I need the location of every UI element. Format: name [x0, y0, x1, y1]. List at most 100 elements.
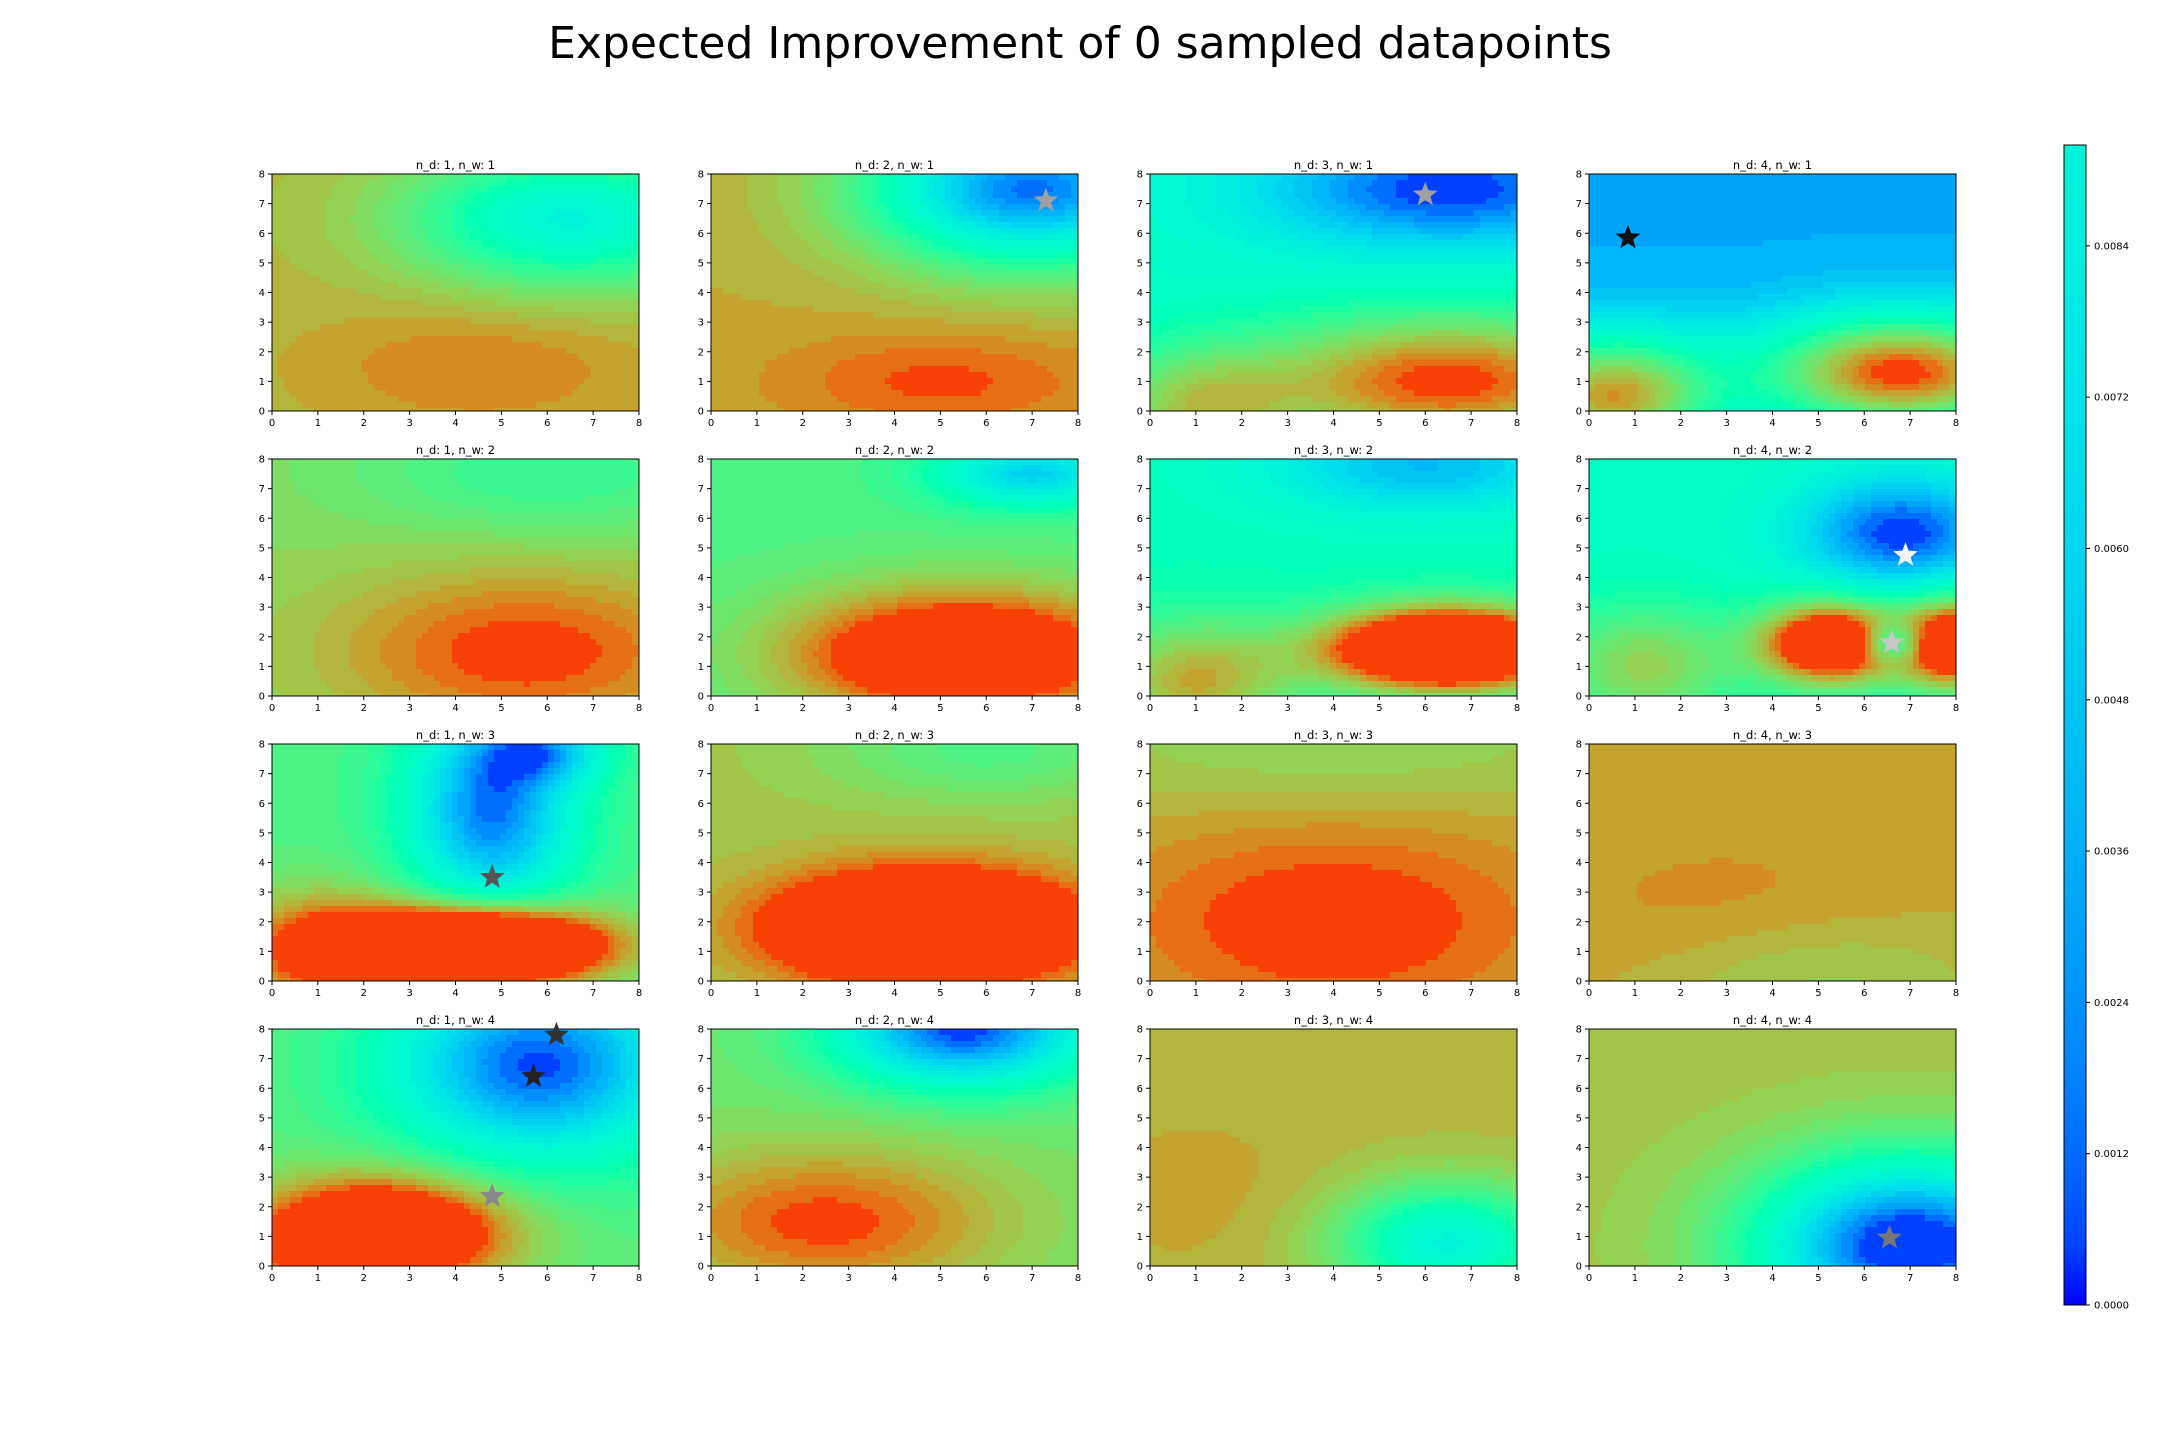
x-tick-label: 1 [1632, 418, 1638, 429]
x-tick-label: 7 [590, 988, 596, 999]
y-tick-label: 8 [698, 1025, 704, 1036]
y-tick-label: 4 [259, 1143, 265, 1154]
x-tick-label: 2 [1678, 703, 1684, 714]
contour-field [711, 174, 1079, 412]
contour-field [1150, 1029, 1518, 1267]
y-tick-label: 5 [259, 828, 265, 839]
y-tick-label: 2 [1137, 917, 1143, 928]
x-tick-label: 4 [1330, 703, 1336, 714]
y-tick-label: 6 [1137, 229, 1143, 240]
x-tick-label: 4 [1330, 418, 1336, 429]
y-tick-label: 6 [1137, 514, 1143, 525]
x-tick-label: 7 [1907, 1273, 1913, 1284]
x-tick-label: 0 [1147, 418, 1153, 429]
y-tick-label: 6 [1137, 1084, 1143, 1095]
subplot-title: n_d: 2, n_w: 2 [855, 443, 934, 457]
subplot-title: n_d: 1, n_w: 4 [416, 1013, 495, 1027]
x-tick-label: 4 [891, 988, 897, 999]
colorbar-tick-label: 0.0060 [2094, 544, 2129, 555]
x-tick-label: 6 [1861, 703, 1867, 714]
x-tick-label: 1 [754, 418, 760, 429]
x-tick-label: 5 [1815, 988, 1821, 999]
x-tick-label: 3 [406, 1273, 412, 1284]
colorbar-tick-label: 0.0048 [2094, 695, 2129, 706]
contour-field [711, 1029, 1079, 1267]
y-tick-label: 0 [1576, 407, 1582, 418]
y-tick-label: 4 [259, 288, 265, 299]
subplot-title: n_d: 3, n_w: 2 [1294, 443, 1373, 457]
y-tick-label: 2 [698, 632, 704, 643]
x-tick-label: 1 [1193, 988, 1199, 999]
y-tick-label: 8 [698, 455, 704, 466]
y-tick-label: 6 [1137, 799, 1143, 810]
y-tick-label: 5 [698, 258, 704, 269]
y-tick-label: 6 [1576, 229, 1582, 240]
x-tick-label: 0 [1586, 703, 1592, 714]
x-tick-label: 8 [1514, 988, 1520, 999]
y-tick-label: 3 [1576, 318, 1582, 329]
x-tick-label: 6 [544, 1273, 550, 1284]
y-tick-label: 8 [1576, 170, 1582, 181]
y-tick-label: 4 [698, 288, 704, 299]
contour-field [1150, 459, 1518, 697]
x-tick-label: 1 [754, 988, 760, 999]
contour-field [272, 1029, 640, 1267]
x-tick-label: 4 [1769, 988, 1775, 999]
y-tick-label: 7 [1576, 1054, 1582, 1065]
x-tick-label: 5 [1376, 988, 1382, 999]
x-tick-label: 6 [1861, 988, 1867, 999]
y-tick-label: 0 [1137, 407, 1143, 418]
y-tick-label: 1 [259, 662, 265, 673]
x-tick-label: 5 [937, 418, 943, 429]
contour-field [272, 744, 640, 982]
contour-field [1589, 744, 1957, 982]
y-tick-label: 2 [1576, 632, 1582, 643]
y-tick-label: 5 [1137, 1113, 1143, 1124]
y-tick-label: 0 [1576, 1262, 1582, 1273]
y-tick-label: 1 [1576, 662, 1582, 673]
y-tick-label: 1 [1576, 377, 1582, 388]
subplot-title: n_d: 2, n_w: 3 [855, 728, 934, 742]
y-tick-label: 1 [259, 1232, 265, 1243]
y-tick-label: 2 [1576, 917, 1582, 928]
y-tick-label: 3 [259, 603, 265, 614]
y-tick-label: 7 [1576, 199, 1582, 210]
colorbar-tick-label: 0.0000 [2094, 1301, 2129, 1312]
x-tick-label: 5 [1815, 703, 1821, 714]
x-tick-label: 5 [1376, 703, 1382, 714]
y-tick-label: 6 [259, 799, 265, 810]
x-tick-label: 6 [1422, 1273, 1428, 1284]
x-tick-label: 8 [1953, 988, 1959, 999]
y-tick-label: 2 [259, 917, 265, 928]
y-tick-label: 6 [1576, 1084, 1582, 1095]
x-tick-label: 6 [544, 703, 550, 714]
x-tick-label: 8 [1953, 703, 1959, 714]
y-tick-label: 7 [259, 1054, 265, 1065]
x-tick-label: 0 [1586, 418, 1592, 429]
y-tick-label: 0 [1576, 977, 1582, 988]
x-tick-label: 2 [361, 988, 367, 999]
y-tick-label: 3 [1137, 888, 1143, 899]
y-tick-label: 8 [259, 455, 265, 466]
y-tick-label: 3 [1576, 603, 1582, 614]
y-tick-label: 6 [259, 229, 265, 240]
y-tick-label: 7 [1137, 484, 1143, 495]
x-tick-label: 2 [800, 703, 806, 714]
colorbar-tick-label: 0.0024 [2094, 998, 2129, 1009]
y-tick-label: 3 [1137, 318, 1143, 329]
x-tick-label: 8 [1953, 1273, 1959, 1284]
subplot-title: n_d: 3, n_w: 1 [1294, 158, 1373, 172]
y-tick-label: 1 [698, 947, 704, 958]
x-tick-label: 7 [1029, 1273, 1035, 1284]
y-tick-label: 4 [1137, 1143, 1143, 1154]
y-tick-label: 8 [1576, 1025, 1582, 1036]
x-tick-label: 3 [1284, 988, 1290, 999]
x-tick-label: 4 [1330, 988, 1336, 999]
